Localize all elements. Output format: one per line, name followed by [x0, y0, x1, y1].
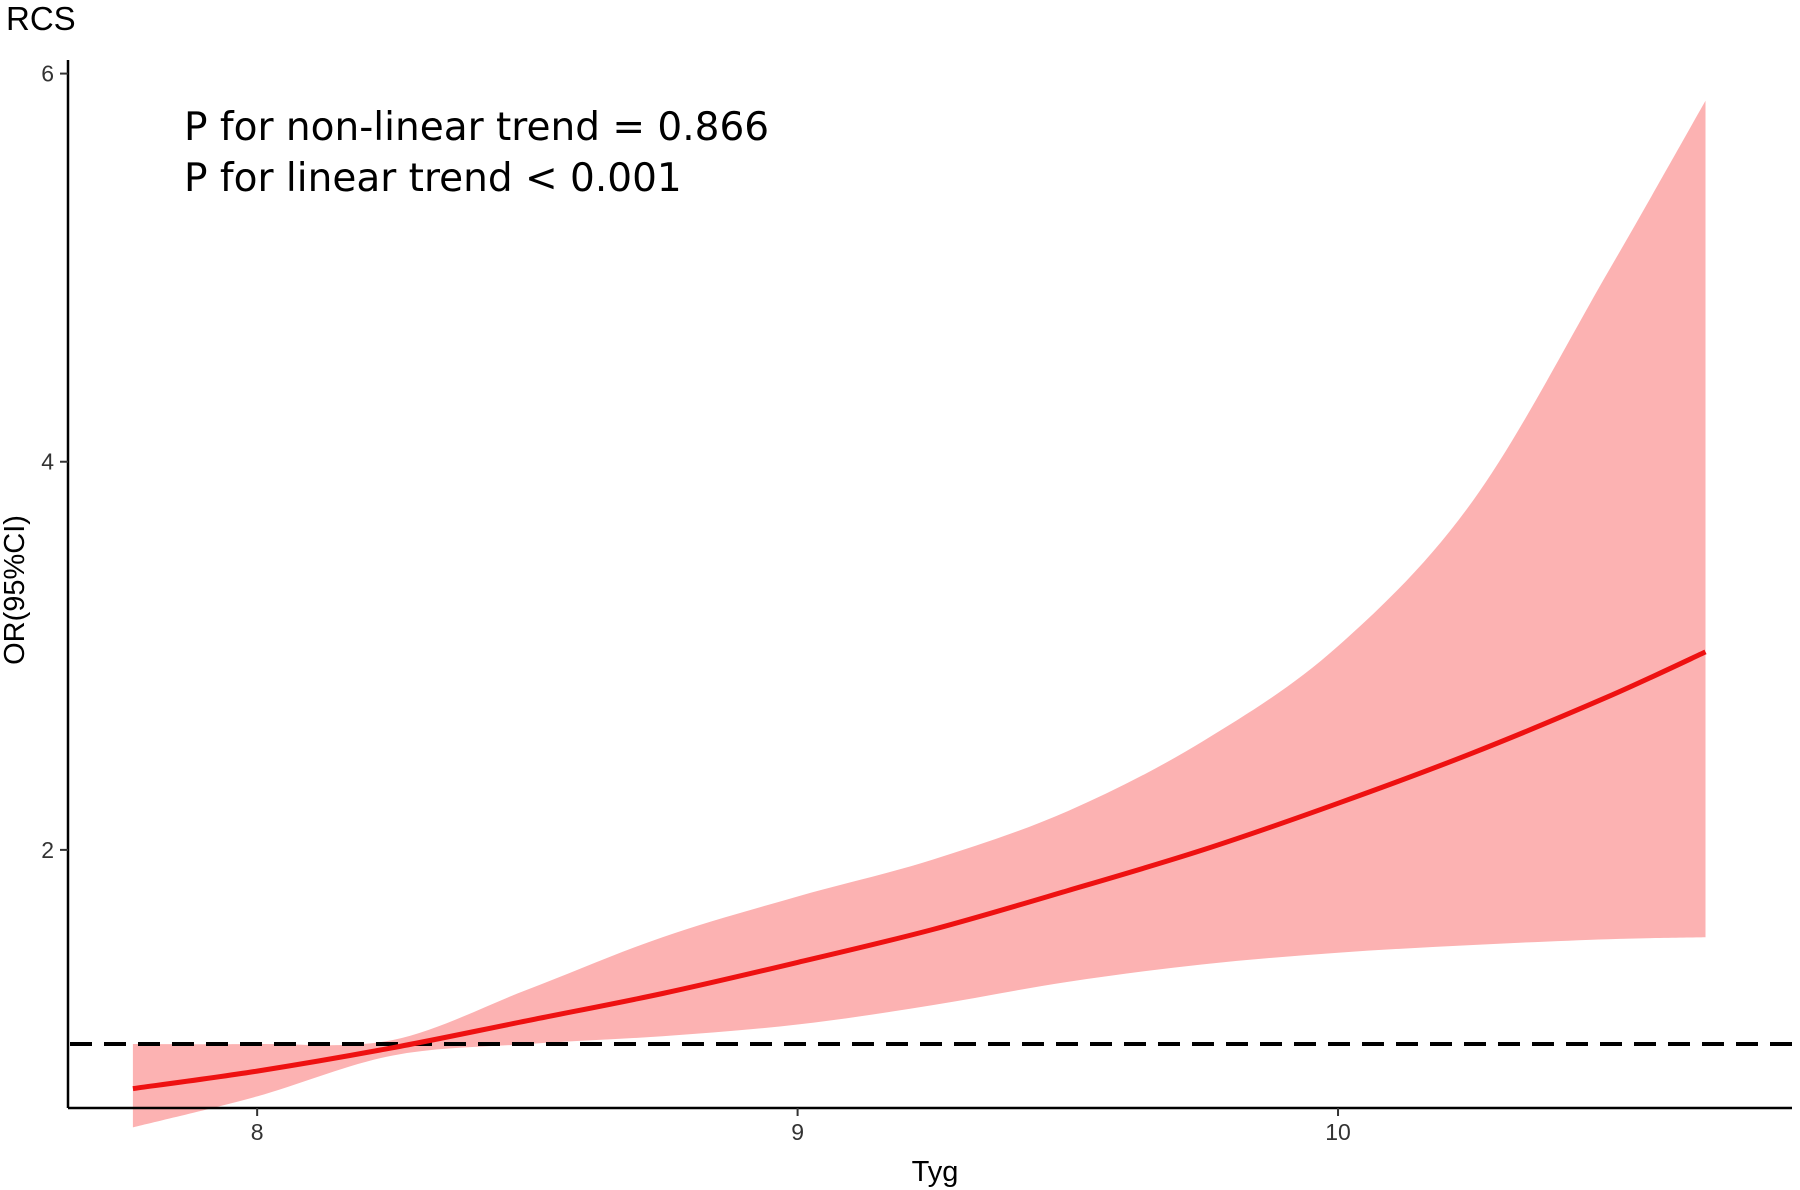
- annotation-nonlinear-p: P for non-linear trend = 0.866: [184, 105, 769, 150]
- confidence-band-0: [132, 100, 1706, 1128]
- x-axis-title: Tyg: [912, 1156, 959, 1188]
- y-tick-label: 4: [41, 449, 54, 475]
- plot-area: [70, 100, 1792, 1128]
- x-tick-label: 10: [1325, 1119, 1351, 1145]
- x-tick-label: 8: [251, 1119, 264, 1145]
- axes: 8 9 10 2 4 6: [41, 60, 1792, 1145]
- x-tick-label: 9: [791, 1119, 804, 1145]
- chart-title: RCS: [6, 0, 76, 37]
- y-tick-label: 2: [41, 837, 54, 863]
- y-tick-label: 6: [41, 61, 54, 87]
- y-axis-title: OR(95%CI): [0, 515, 31, 665]
- annotation-linear-p: P for linear trend < 0.001: [184, 156, 682, 201]
- or-curve-0: [132, 649, 1707, 1092]
